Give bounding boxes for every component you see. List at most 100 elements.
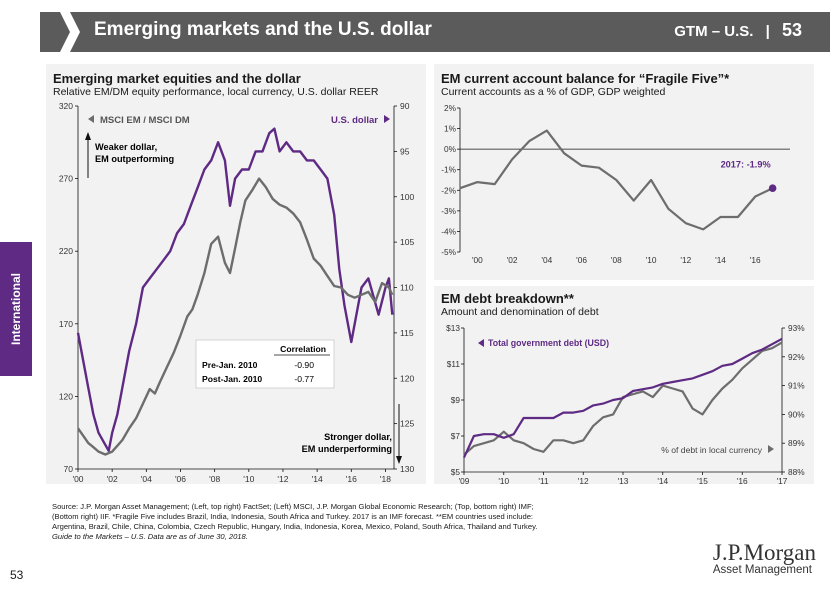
side-tab-label: International [9, 272, 23, 346]
left-chart-title: Emerging market equities and the dollar [53, 71, 301, 86]
x-tick-label: '00 [472, 255, 483, 265]
current-account-title: EM current account balance for “Fragile … [441, 71, 730, 86]
jpmorgan-logo: J.P.Morgan Asset Management [713, 540, 816, 576]
logo-line1: J.P.Morgan [712, 540, 816, 565]
total-government-debt-line [463, 337, 783, 459]
x-tick-label: '02 [507, 255, 518, 265]
left-legend-arrow-icon [88, 115, 94, 123]
page-number: 53 [10, 568, 24, 582]
debt-breakdown-title: EM debt breakdown** [441, 291, 574, 306]
up-arrow-icon [85, 132, 91, 140]
x-tick-label: '00 [72, 474, 83, 484]
annotation-bottom-line2: EM underperforming [302, 444, 392, 454]
y-tick-label: 120 [59, 391, 73, 401]
x-tick-label: '02 [107, 474, 118, 484]
current-account-panel [434, 64, 814, 280]
y-tick-label: $7 [451, 431, 461, 441]
y2-tick-label: 91% [788, 381, 805, 391]
left-legend-label: MSCI EM / MSCI DM [100, 115, 190, 126]
page-header [40, 12, 830, 52]
y-tick-label: -2% [441, 185, 456, 195]
right-legend-label: U.S. dollar [331, 115, 378, 126]
current-account-endpoint [768, 184, 777, 193]
y2-tick-label: 89% [788, 438, 805, 448]
y-tick-label: 320 [59, 101, 73, 111]
y-tick-label: $9 [451, 395, 461, 405]
header-divider: | [765, 23, 770, 40]
y2-tick-label: 90 [400, 101, 410, 111]
left-chart-subtitle: Relative EM/DM equity performance, local… [53, 86, 379, 98]
y-tick-label: 1% [444, 124, 457, 134]
right-legend-arrow-icon [384, 115, 390, 123]
y-tick-label: 70 [64, 464, 74, 474]
x-tick-label: '14 [657, 476, 668, 484]
correlation-header: Correlation [280, 344, 326, 354]
x-tick-label: '12 [680, 255, 691, 265]
y2-tick-label: 115 [400, 328, 414, 338]
annotation-top-line1: Weaker dollar, [95, 142, 157, 152]
y-tick-label: $13 [446, 323, 460, 333]
section-label: GTM – U.S. [674, 23, 754, 40]
y-tick-label: -4% [441, 226, 456, 236]
y2-tick-label: 90% [788, 409, 805, 419]
current-account-subtitle: Current accounts as a % of GDP, GDP weig… [441, 86, 666, 98]
x-tick-label: '14 [312, 474, 323, 484]
debt-breakdown-panel [434, 286, 814, 484]
header-chevron [60, 12, 80, 52]
down-arrow-icon [396, 456, 402, 464]
source-line: (Bottom right) IIF. *Fragile Five includ… [52, 512, 534, 521]
x-tick-label: '10 [243, 474, 254, 484]
annotation-bottom-line1: Stronger dollar, [324, 432, 392, 442]
us-dollar-line [76, 127, 394, 452]
source-line: Source: J.P. Morgan Asset Management; (L… [52, 502, 534, 511]
source-line: Argentina, Brazil, Chile, China, Colombi… [52, 522, 538, 531]
y2-tick-label: 130 [400, 464, 414, 474]
x-tick-label: '04 [141, 474, 152, 484]
header-section: GTM – U.S. | 53 [674, 20, 802, 41]
current-account-line [459, 129, 774, 231]
y2-tick-label: 92% [788, 352, 805, 362]
x-tick-label: '08 [209, 474, 220, 484]
y-tick-label: 270 [59, 174, 73, 184]
side-tab[interactable]: International [0, 242, 32, 376]
y-tick-label: 170 [59, 319, 73, 329]
debt-legend-series1: Total government debt (USD) [488, 338, 609, 348]
x-tick-label: '06 [576, 255, 587, 265]
correlation-table: Correlation Pre-Jan. 2010 -0.90 Post-Jan… [195, 339, 335, 389]
left-chart: 320 270 220 170 120 70 90 95 100 105 110 115 120 125 1… [59, 101, 415, 484]
x-tick-label: '04 [541, 255, 552, 265]
x-tick-label: '16 [750, 255, 761, 265]
x-tick-label: '16 [346, 474, 357, 484]
current-account-chart: 2% 1% 0% -1% -2% -3% -4% -5% '00 '02 '04 '06 '08 '10 '… [441, 103, 790, 265]
debt-legend-arrow2-icon [768, 445, 774, 453]
debt-legend-arrow-icon [478, 339, 484, 347]
x-tick-label: '10 [646, 255, 657, 265]
y-tick-label: $11 [447, 359, 461, 369]
y2-tick-label: 110 [400, 283, 414, 293]
left-chart-panel [46, 64, 426, 484]
logo-line2: Asset Management [712, 564, 812, 576]
y-tick-label: $5 [451, 467, 461, 477]
y-tick-label: 2% [444, 103, 457, 113]
source-line: Guide to the Markets – U.S. Data are as … [52, 532, 248, 541]
y2-tick-label: 105 [400, 237, 414, 247]
msci-em-dm-line [77, 177, 394, 456]
annotation-top-line2: EM outperforming [95, 154, 174, 164]
correlation-row-label: Pre-Jan. 2010 [202, 360, 258, 370]
debt-legend-series2: % of debt in local currency [661, 445, 762, 455]
y2-tick-label: 120 [400, 373, 414, 383]
y2-tick-label: 88% [788, 467, 805, 477]
correlation-row-value: -0.77 [294, 374, 314, 384]
x-tick-label: '15 [697, 476, 708, 484]
page-title: Emerging markets and the U.S. dollar [94, 19, 432, 40]
x-tick-label: '16 [737, 476, 748, 484]
current-account-annotation: 2017: -1.9% [721, 160, 771, 170]
x-tick-label: '10 [498, 476, 509, 484]
y-tick-label: -5% [441, 247, 456, 257]
debt-breakdown-subtitle: Amount and denomination of debt [441, 306, 599, 318]
y2-tick-label: 93% [788, 323, 805, 333]
x-tick-label: '08 [611, 255, 622, 265]
y2-tick-label: 95 [400, 146, 410, 156]
x-tick-label: '06 [175, 474, 186, 484]
y-tick-label: -1% [441, 165, 456, 175]
